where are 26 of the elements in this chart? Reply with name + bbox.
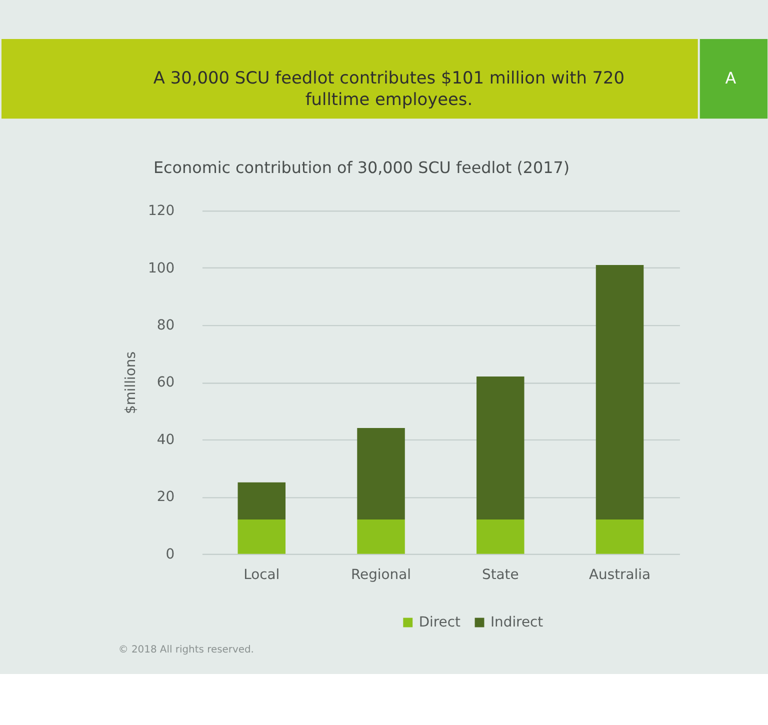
y-tick-label: 120 [148, 203, 175, 220]
legend-label: Indirect [490, 614, 544, 630]
x-tick-label: Local [244, 567, 280, 584]
x-tick-label: Australia [589, 567, 651, 584]
legend-label: Direct [418, 614, 462, 630]
chart-subtitle: Economic contribution of 30,000 SCU feedlot (2017) [153, 158, 570, 177]
y-axis-title: $millions [123, 352, 140, 414]
x-tick-label: State [482, 567, 519, 584]
bar [238, 520, 286, 554]
bar [357, 520, 405, 554]
y-tick-label: 100 [148, 260, 175, 276]
bar [476, 520, 524, 554]
text: © 2018 All rights reserved. [118, 644, 254, 656]
bar [357, 428, 405, 520]
y-tick-label: 80 [156, 318, 175, 334]
text: A [725, 68, 736, 88]
bar [238, 482, 286, 520]
y-tick-label: 40 [156, 432, 175, 448]
bar [596, 265, 644, 520]
chart-title: A 30,000 SCU feedlot contributes $101 million with 720 fulltime employees. [153, 67, 625, 110]
x-tick-label: Regional [351, 567, 412, 584]
bar [476, 376, 524, 520]
y-tick-label: 60 [156, 374, 175, 391]
bar [596, 520, 644, 554]
y-tick-label: 0 [166, 546, 175, 562]
y-tick-label: 20 [156, 489, 175, 506]
